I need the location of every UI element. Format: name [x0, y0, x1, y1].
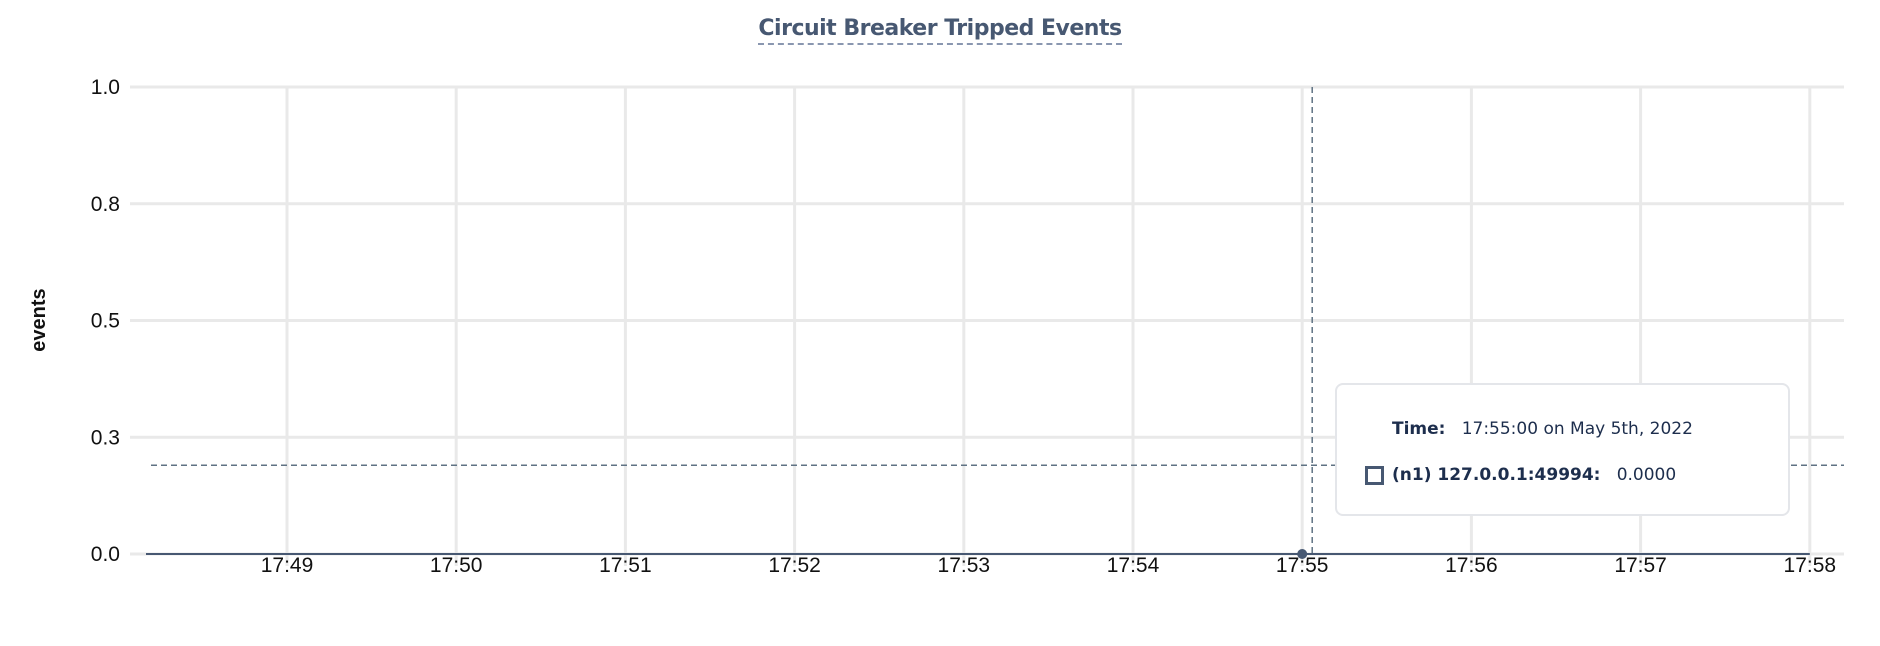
- y-tick-label: 0.5: [91, 310, 120, 333]
- x-tick-label: 17:57: [1614, 554, 1667, 577]
- chart-title[interactable]: Circuit Breaker Tripped Events: [758, 16, 1122, 45]
- series-swatch-icon: [1365, 465, 1384, 485]
- x-tick-label: 17:49: [261, 554, 314, 577]
- tooltip-series: (n1) 127.0.0.1:49994: 0.0000: [1365, 465, 1676, 485]
- x-tick-label: 17:55: [1276, 554, 1329, 577]
- x-tick-label: 17:54: [1107, 554, 1160, 577]
- tooltip-time-label: Time:: [1392, 419, 1446, 439]
- tooltip-series-value: 0.0000: [1616, 465, 1677, 485]
- x-tick-label: 17:52: [768, 554, 821, 577]
- y-tick-label: 0.0: [91, 543, 120, 566]
- x-tick-label: 17:51: [599, 554, 652, 577]
- chart-title-wrap: Circuit Breaker Tripped Events: [0, 16, 1880, 45]
- y-tick-label: 0.3: [91, 426, 120, 449]
- x-tick-label: 17:56: [1445, 554, 1498, 577]
- y-tick-label: 0.8: [91, 193, 120, 216]
- tooltip-series-label: (n1) 127.0.0.1:49994:: [1392, 465, 1601, 485]
- tooltip-time-value: 17:55:00 on May 5th, 2022: [1461, 419, 1693, 439]
- tooltip-time: Time: 17:55:00 on May 5th, 2022: [1392, 419, 1693, 439]
- x-tick-label: 17:58: [1784, 554, 1837, 577]
- y-tick-label: 1.0: [91, 76, 120, 99]
- hover-point: [1297, 549, 1308, 559]
- x-tick-label: 17:50: [430, 554, 483, 577]
- hover-tooltip: Time: 17:55:00 on May 5th, 2022 (n1) 127…: [1335, 383, 1790, 516]
- x-tick-label: 17:53: [938, 554, 991, 577]
- y-axis-label: events: [28, 288, 50, 351]
